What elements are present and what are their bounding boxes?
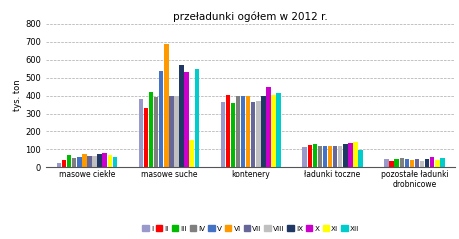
Bar <box>246 97 250 167</box>
Y-axis label: tys. ton: tys. ton <box>13 80 22 111</box>
Bar <box>149 92 153 167</box>
Bar <box>77 158 81 167</box>
Bar <box>332 146 336 167</box>
Bar <box>312 144 316 167</box>
Bar <box>271 95 275 167</box>
Bar <box>169 96 173 167</box>
Bar <box>266 87 270 167</box>
Bar <box>67 155 71 167</box>
Bar <box>327 146 331 167</box>
Bar <box>102 153 106 167</box>
Bar <box>179 65 183 167</box>
Bar <box>159 71 163 167</box>
Bar <box>251 102 255 167</box>
Bar <box>261 96 265 167</box>
Bar <box>194 69 199 167</box>
Bar <box>383 159 388 167</box>
Bar <box>235 96 240 167</box>
Title: przeładunki ogółem w 2012 r.: przeładunki ogółem w 2012 r. <box>173 11 327 22</box>
Bar <box>154 98 158 167</box>
Bar <box>56 163 61 167</box>
Bar <box>399 158 403 167</box>
Bar <box>97 154 101 167</box>
Bar <box>189 141 194 167</box>
Bar <box>92 156 96 167</box>
Bar <box>302 147 306 167</box>
Bar <box>256 101 260 167</box>
Bar <box>358 150 362 167</box>
Bar <box>143 108 148 167</box>
Bar <box>107 155 112 167</box>
Bar <box>241 97 245 167</box>
Bar <box>347 143 352 167</box>
Bar <box>317 146 321 167</box>
Legend: I, II, III, IV, V, VI, VII, VIII, IX, X, XI, XII: I, II, III, IV, V, VI, VII, VIII, IX, X,… <box>142 225 358 232</box>
Bar <box>419 161 423 167</box>
Bar <box>307 145 311 167</box>
Bar <box>112 158 117 167</box>
Bar <box>409 160 413 167</box>
Bar <box>72 158 76 167</box>
Bar <box>322 146 326 167</box>
Bar <box>184 72 188 167</box>
Bar <box>414 159 418 167</box>
Bar <box>230 103 235 167</box>
Bar <box>164 44 168 167</box>
Bar <box>276 93 280 167</box>
Bar <box>225 95 230 167</box>
Bar <box>394 159 398 167</box>
Bar <box>174 97 178 167</box>
Bar <box>220 102 224 167</box>
Bar <box>337 146 341 167</box>
Bar <box>62 160 66 167</box>
Bar <box>342 144 347 167</box>
Bar <box>434 160 439 167</box>
Bar <box>404 159 408 167</box>
Bar <box>82 154 86 167</box>
Bar <box>439 158 444 167</box>
Bar <box>429 157 433 167</box>
Bar <box>138 99 143 167</box>
Bar <box>353 142 357 167</box>
Bar <box>388 161 393 167</box>
Bar <box>87 156 91 167</box>
Bar <box>424 159 428 167</box>
